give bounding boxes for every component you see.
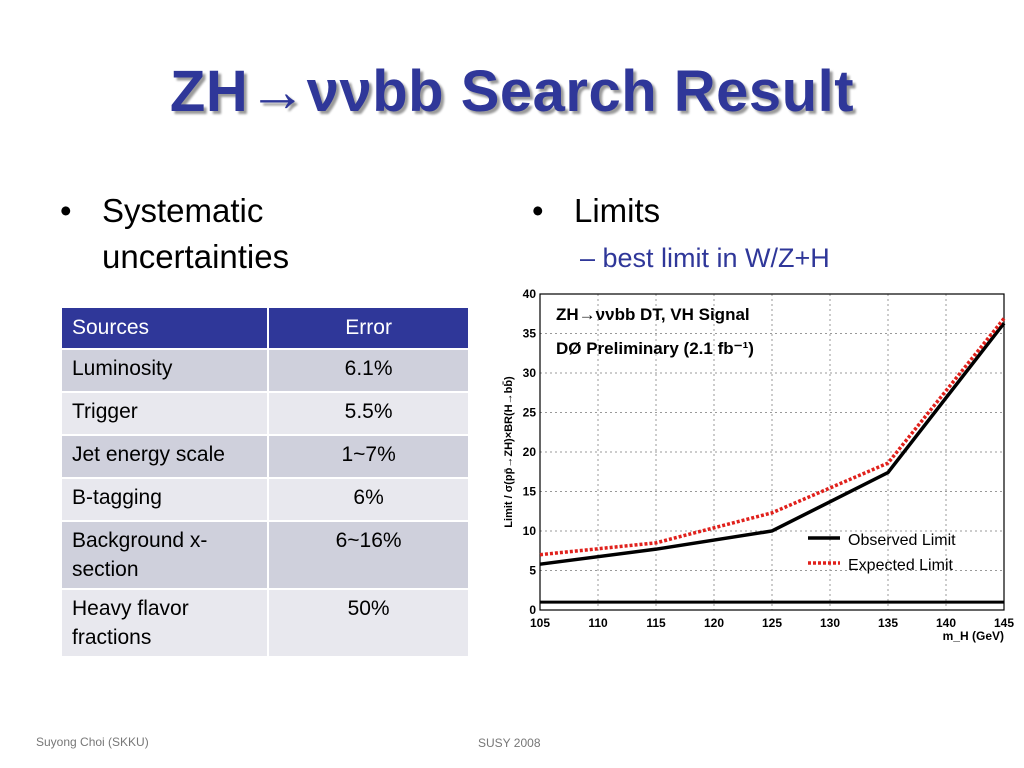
- legend-observed-label: Observed Limit: [848, 532, 956, 549]
- bullet-dot: •: [60, 192, 72, 229]
- right-bullet-text: Limits: [574, 192, 661, 229]
- x-tick-label: 115: [646, 616, 666, 630]
- bullet-dot: •: [532, 192, 544, 229]
- left-bullet-line2: uncertainties: [102, 238, 290, 275]
- cell-source: B-tagging: [59, 477, 270, 522]
- cell-error: 6~16%: [267, 520, 470, 590]
- left-bullet-line1: Systematic: [102, 192, 264, 229]
- y-tick-label: 20: [523, 445, 537, 459]
- x-tick-label: 135: [878, 616, 898, 630]
- limit-chart: 105 110 115 120 125 130 135 140 145 0 5 10 15 20 25 30 3…: [503, 287, 1015, 643]
- chart-annotation-2: DØ Preliminary (2.1 fb⁻¹): [556, 339, 754, 358]
- table-row: Background x-section 6~16%: [59, 520, 470, 590]
- y-axis-label: Limit / σ(pp̄→ZH)×BR(H→bb̄): [503, 376, 515, 528]
- y-tick-label: 25: [523, 406, 537, 420]
- cell-source: Trigger: [59, 391, 270, 436]
- table-header-row: Sources Error: [59, 306, 470, 350]
- x-tick-label: 145: [994, 616, 1014, 630]
- chart-annotation-1: ZH→ννbb DT, VH Signal: [556, 305, 750, 324]
- series-expected-line: [539, 317, 1006, 557]
- y-tick-label: 0: [529, 603, 536, 617]
- x-tick-label: 140: [936, 616, 956, 630]
- table-row: Heavy flavor fractions 50%: [59, 588, 470, 658]
- y-tick-label: 35: [523, 327, 537, 341]
- footer-author: Suyong Choi (SKKU): [36, 735, 149, 749]
- x-tick-label: 110: [588, 616, 608, 630]
- left-bullet: • Systematic uncertainties: [60, 188, 380, 288]
- plot-frame: [539, 293, 1005, 611]
- cell-source: Jet energy scale: [59, 434, 270, 479]
- left-bullet-text: Systematic uncertainties: [102, 188, 289, 280]
- header-error: Error: [267, 306, 470, 350]
- x-axis-label: m_H (GeV): [943, 629, 1004, 643]
- cell-error: 6%: [267, 477, 470, 522]
- table-row: Luminosity 6.1%: [59, 348, 470, 393]
- cell-error: 6.1%: [267, 348, 470, 393]
- systematics-table: Sources Error Luminosity 6.1% Trigger 5.…: [59, 306, 470, 658]
- legend-expected-label: Expected Limit: [848, 557, 953, 574]
- right-sub-bullet: – best limit in W/Z+H: [580, 243, 830, 273]
- x-tick-label: 120: [704, 616, 724, 630]
- slide-title: ZH→ννbb Search Result: [169, 59, 855, 124]
- y-tick-label: 30: [523, 366, 537, 380]
- cell-source: Background x-section: [59, 520, 270, 590]
- y-tick-label: 15: [523, 485, 537, 499]
- table-row: B-tagging 6%: [59, 477, 470, 522]
- table-row: Trigger 5.5%: [59, 391, 470, 436]
- x-tick-label: 130: [820, 616, 840, 630]
- y-tick-label: 5: [529, 564, 536, 578]
- footer-conference: SUSY 2008: [478, 736, 541, 750]
- cell-source: Heavy flavor fractions: [59, 588, 270, 658]
- cell-error: 5.5%: [267, 391, 470, 436]
- header-sources: Sources: [59, 306, 270, 350]
- cell-source: Luminosity: [59, 348, 270, 393]
- table-row: Jet energy scale 1~7%: [59, 434, 470, 479]
- y-tick-label: 40: [523, 287, 537, 301]
- x-tick-label: 105: [530, 616, 550, 630]
- y-tick-label: 10: [523, 524, 537, 538]
- right-bullet: • Limits: [532, 188, 832, 234]
- series-observed-line: [539, 322, 1006, 566]
- x-tick-label: 125: [762, 616, 782, 630]
- chart-ticks: 105 110 115 120 125 130 135 140 145 0 5 10 15 20 25 30 3…: [523, 287, 1015, 630]
- cell-error: 1~7%: [267, 434, 470, 479]
- cell-error: 50%: [267, 588, 470, 658]
